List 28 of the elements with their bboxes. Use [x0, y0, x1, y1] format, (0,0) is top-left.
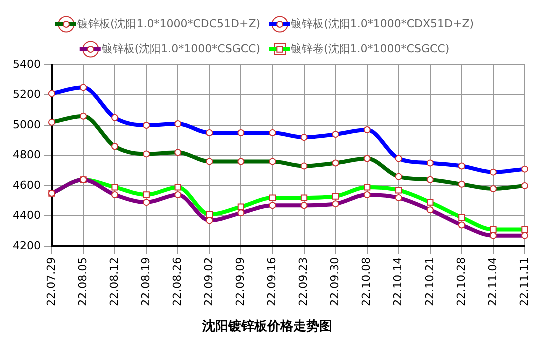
- x-tick-label: 22.09.09: [234, 257, 248, 306]
- x-tick-label: 22.10.21: [423, 257, 436, 306]
- x-tick-label: 22.09.23: [297, 257, 310, 306]
- legend-label: 镀锌板(沈阳1.0*1000*CDC51D+Z): [76, 17, 261, 30]
- y-tick-label: 5400: [12, 58, 41, 71]
- x-tick-label: 22.11.11: [518, 257, 531, 306]
- y-tick-label: 5000: [12, 118, 41, 132]
- x-tick-label: 22.08.05: [76, 257, 90, 306]
- x-tick-label: 22.08.12: [108, 257, 121, 306]
- x-tick-label: 22.09.16: [266, 257, 279, 306]
- x-tick-label: 22.10.14: [392, 257, 405, 306]
- text: 沈阳镀锌板价格走势图: [202, 318, 332, 335]
- x-tick-label: 22.09.30: [328, 257, 342, 306]
- x-tick-label: 22.08.19: [139, 257, 152, 306]
- y-tick-label: 5200: [12, 88, 41, 102]
- y-tick-label: 4400: [12, 209, 41, 222]
- legend-label: 镀锌板(沈阳1.0*1000*CDX51D+Z): [290, 17, 474, 30]
- x-tick-label: 22.08.26: [170, 257, 184, 306]
- x-tick-label: 22.07.29: [44, 257, 58, 306]
- x-tick-label: 22.10.28: [454, 257, 468, 306]
- y-tick-label: 4200: [12, 239, 41, 252]
- legend-label: 镀锌卷(沈阳1.0*1000*CSGCC): [290, 42, 450, 56]
- y-tick-label: 4600: [12, 178, 41, 192]
- x-tick-label: 22.11.04: [486, 257, 500, 306]
- x-tick-label: 22.09.02: [202, 257, 216, 306]
- y-tick-label: 4800: [12, 148, 41, 162]
- x-tick-label: 22.10.08: [360, 257, 374, 306]
- legend-label: 镀锌板(沈阳1.0*1000*CSGCC): [100, 42, 261, 56]
